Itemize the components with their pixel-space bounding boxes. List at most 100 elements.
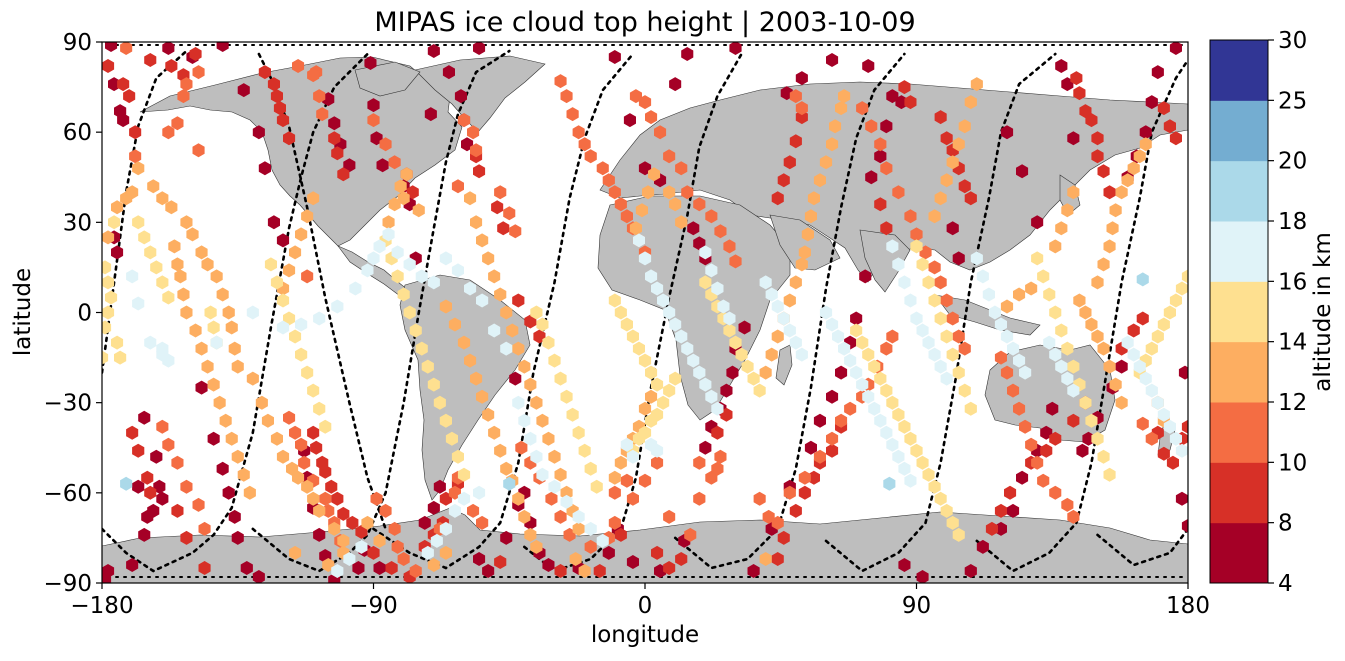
data-point-level-3-130: [1067, 185, 1080, 200]
data-point-level-2-85: [654, 125, 667, 140]
data-point-level-2-21: [156, 419, 169, 434]
data-point-level-3-132: [635, 203, 648, 218]
data-point-level-2-55: [608, 515, 621, 530]
data-point-level-1-80: [1004, 485, 1017, 500]
data-point-level-1-69: [880, 221, 893, 236]
colorbar-label: altitude in km: [1310, 232, 1336, 392]
data-point-level-1-18: [406, 185, 419, 200]
data-point-level-5-116: [343, 552, 356, 566]
data-point-level-2-15: [379, 137, 392, 152]
data-point-level-3-6: [156, 191, 169, 206]
data-point-level-3-77: [542, 431, 555, 446]
data-point-level-4-124: [1157, 317, 1170, 332]
data-point-level-4-38: [439, 413, 452, 428]
data-point-level-2-40: [397, 552, 410, 566]
data-point-level-5-78: [916, 323, 929, 338]
data-point-level-2-136: [467, 125, 480, 140]
data-point-level-3-154: [295, 227, 308, 242]
data-point-level-0-99: [916, 570, 929, 583]
data-point-level-3-143: [1085, 317, 1098, 332]
data-point-level-2-124: [584, 149, 597, 164]
data-point-level-5-13: [373, 239, 386, 254]
colorbar-band-2: [1210, 402, 1268, 463]
data-point-level-4-46: [554, 371, 567, 386]
data-point-level-1-98: [1163, 119, 1176, 134]
data-point-level-3-0: [102, 230, 115, 245]
data-point-level-2-98: [892, 185, 905, 200]
data-point-level-1-78: [985, 521, 998, 536]
data-point-level-0-54: [373, 561, 386, 575]
data-point-level-5-17: [415, 269, 428, 284]
data-point-level-0-143: [132, 479, 145, 494]
data-point-level-1-91: [1091, 149, 1104, 164]
data-point-level-5-108: [1139, 371, 1152, 386]
data-point-level-4-45: [548, 353, 561, 368]
data-point-level-5-123: [789, 335, 802, 350]
data-point-level-5-76: [904, 293, 917, 308]
data-point-level-1-53: [593, 564, 606, 578]
data-point-level-1-55: [651, 545, 664, 560]
data-point-level-4-110: [1049, 305, 1062, 320]
data-point-level-3-56: [488, 425, 501, 440]
data-point-level-4-63: [620, 317, 633, 332]
data-point-level-2-8: [301, 269, 314, 284]
data-point-level-2-38: [388, 521, 401, 536]
data-point-level-5-48: [687, 353, 700, 368]
data-point-level-1-4: [144, 53, 157, 67]
data-point-level-4-76: [741, 359, 754, 374]
data-point-level-5-84: [976, 269, 989, 284]
colorbar-band-0: [1210, 522, 1268, 584]
x-axis: −180 −90 0 90 180: [70, 583, 1210, 619]
data-point-level-3-162: [427, 558, 440, 572]
data-point-level-3-53: [470, 371, 483, 386]
data-point-level-5-117: [355, 539, 368, 554]
data-point-level-4-62: [614, 305, 627, 320]
y-tick-label: −90: [43, 571, 92, 597]
data-point-level-4-104: [952, 365, 965, 380]
data-point-level-2-64: [693, 455, 706, 470]
data-point-level-3-15: [225, 320, 238, 335]
data-point-level-5-70: [892, 449, 905, 464]
data-point-level-3-97: [789, 275, 802, 290]
data-point-level-2-94: [856, 101, 869, 116]
data-point-level-4-113: [1067, 359, 1080, 374]
data-point-level-3-31: [171, 257, 184, 272]
data-point-level-0-131: [780, 86, 793, 101]
data-point-level-1-31: [307, 425, 320, 440]
data-point-level-4-80: [856, 335, 869, 350]
data-point-level-5-35: [620, 437, 633, 452]
data-point-level-3-116: [970, 77, 983, 92]
data-point-level-4-33: [409, 323, 422, 338]
data-point-level-0-97: [886, 89, 899, 104]
data-point-level-5-46: [675, 329, 688, 344]
data-point-level-3-40: [219, 413, 232, 428]
data-point-level-1-58: [711, 425, 724, 440]
data-point-level-4-16: [207, 320, 220, 335]
data-point-level-2-91: [714, 224, 727, 239]
data-point-level-1-0: [102, 59, 115, 73]
data-point-level-4-30: [391, 269, 404, 284]
data-point-level-1-16: [337, 167, 350, 182]
data-point-level-5-113: [1169, 431, 1182, 446]
data-point-level-4-77: [747, 371, 760, 386]
data-point-level-3-100: [801, 227, 814, 242]
data-point-level-4-98: [916, 257, 929, 272]
data-point-level-3-62: [524, 527, 537, 542]
data-point-level-0-38: [195, 380, 208, 395]
data-point-level-1-48: [494, 555, 507, 569]
data-point-level-4-87: [898, 419, 911, 434]
data-point-level-0-59: [482, 564, 495, 578]
data-point-level-2-68: [783, 485, 796, 500]
data-point-level-5-97: [421, 545, 434, 560]
data-point-level-3-122: [1115, 185, 1128, 200]
data-point-level-5-73: [886, 239, 899, 254]
data-point-level-5-53: [699, 245, 712, 260]
data-point-level-5-5: [246, 305, 259, 320]
data-point-level-3-4: [132, 161, 145, 176]
data-point-level-0-19: [367, 98, 380, 113]
data-point-level-4-39: [445, 431, 458, 446]
data-point-level-6-0: [120, 476, 133, 491]
data-point-level-3-36: [195, 341, 208, 356]
data-point-level-5-31: [560, 494, 573, 509]
data-point-level-3-17: [231, 359, 244, 374]
